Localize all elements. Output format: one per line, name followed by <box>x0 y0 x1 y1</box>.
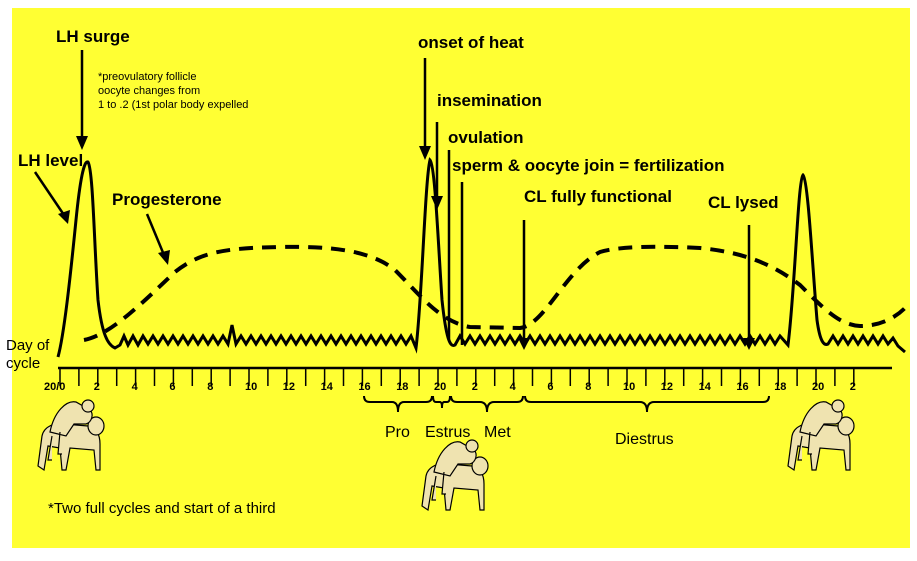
axis-tick-label: 18 <box>396 381 408 393</box>
axis-tick-label: 12 <box>283 381 295 393</box>
bracket-diestrus <box>524 395 770 413</box>
insemination-arrowhead <box>431 196 443 210</box>
onset-of-heat-arrowhead <box>419 146 431 160</box>
phase-met: Met <box>484 424 511 441</box>
cl-lysed-arrowhead <box>743 338 755 350</box>
axis-tick-label: 18 <box>774 381 786 393</box>
phase-pro: Pro <box>385 424 410 441</box>
axis-tick-label: 6 <box>547 381 553 393</box>
insemination-label: insemination <box>437 91 542 110</box>
axis-tick-label: 4 <box>510 381 517 393</box>
footnote: *Two full cycles and start of a third <box>48 500 276 517</box>
day-axis-ticks <box>59 368 855 386</box>
lh-level-label: LH level <box>18 151 83 170</box>
onset-of-heat-label: onset of heat <box>418 33 524 52</box>
bracket-estrus <box>432 395 451 409</box>
axis-tick-label: 8 <box>207 381 213 393</box>
axis-tick-label: 12 <box>661 381 673 393</box>
note-line-3: 1 to .2 (1st polar body expelled <box>98 99 248 111</box>
axis-tick-label: 2 <box>472 381 478 393</box>
progesterone-curve <box>83 244 907 342</box>
progesterone-arrowhead <box>158 250 170 265</box>
axis-tick-label: 14 <box>699 381 712 393</box>
note-line-2: oocyte changes from <box>98 85 200 97</box>
axis-tick-label: 20 <box>434 381 446 393</box>
cl-lysed-label: CL lysed <box>708 193 779 212</box>
axis-tick-label: 6 <box>169 381 175 393</box>
cl-functional-label: CL fully functional <box>524 187 672 206</box>
bracket-met <box>450 395 524 413</box>
axis-tick-label: 16 <box>736 381 748 393</box>
lh-level-curve <box>56 157 906 358</box>
lh-surge-label: LH surge <box>56 27 130 46</box>
axis-tick-label: 2 <box>94 381 100 393</box>
day-of-cycle-label-line1: Day of <box>6 337 50 354</box>
axis-tick-label: 16 <box>358 381 370 393</box>
fertilization-label: sperm & oocyte join = fertilization <box>452 156 725 175</box>
day-axis-tick-labels: 20/0 2 4 6 8 10 12 14 16 18 20 2 4 6 8 10 12 14 16 18 20 2 <box>44 381 856 393</box>
lh-surge-arrowhead <box>76 136 88 150</box>
axis-tick-label: 10 <box>245 381 257 393</box>
axis-tick-label: 2 <box>850 381 856 393</box>
axis-tick-label: 4 <box>132 381 139 393</box>
progesterone-label: Progesterone <box>112 190 222 209</box>
lh-level-arrowhead <box>58 210 70 224</box>
axis-tick-label: 20/0 <box>44 381 65 393</box>
progesterone-arrow <box>145 213 166 256</box>
ovulation-label: ovulation <box>448 128 524 147</box>
lh-level-arrow <box>33 171 66 216</box>
axis-tick-label: 10 <box>623 381 635 393</box>
day-of-cycle-label-line2: cycle <box>6 355 40 372</box>
cl-functional-arrowhead <box>518 338 530 350</box>
phase-estrus: Estrus <box>425 424 470 441</box>
phase-brackets <box>363 395 770 413</box>
note-line-1: *preovulatory follicle <box>98 71 196 83</box>
axis-tick-label: 14 <box>321 381 334 393</box>
axis-tick-label: 20 <box>812 381 824 393</box>
mounting-cows-icon <box>37 399 105 472</box>
bracket-pro <box>363 395 433 413</box>
phase-diestrus: Diestrus <box>615 431 674 448</box>
axis-tick-label: 8 <box>585 381 591 393</box>
